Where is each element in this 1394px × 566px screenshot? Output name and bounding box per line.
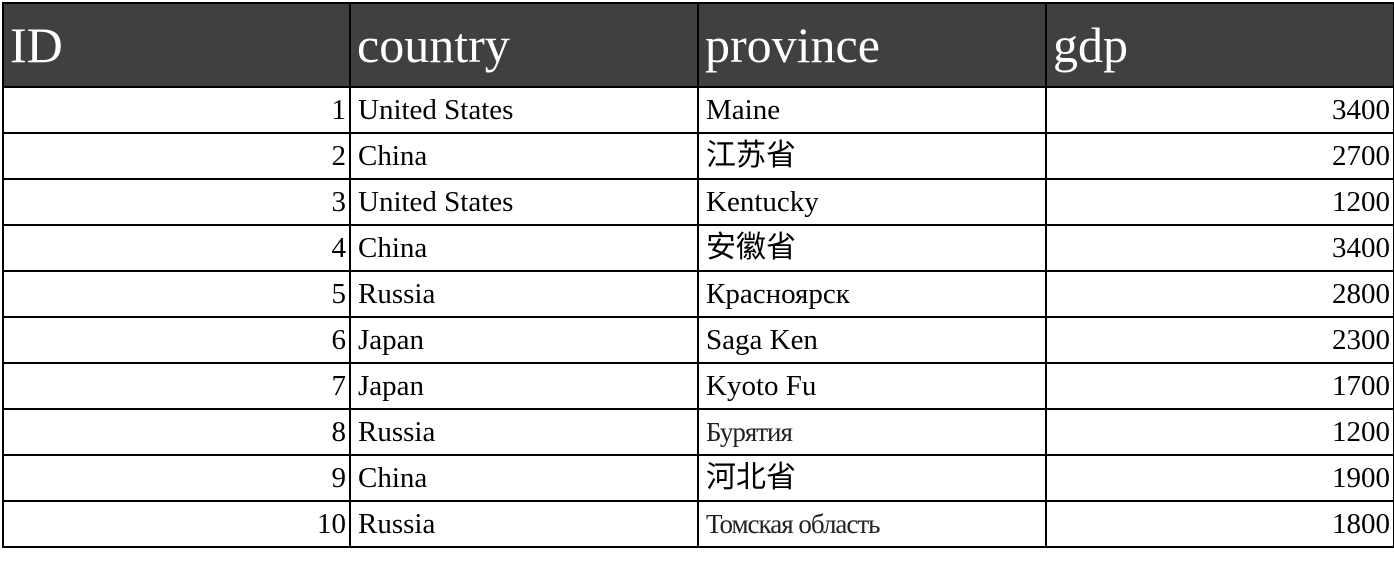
cell-country[interactable]: United States (349, 86, 699, 134)
cell-province[interactable]: Kentucky (697, 178, 1047, 226)
table-row[interactable]: 8 Russia Бурятия 1200 (2, 408, 1394, 456)
cell-id[interactable]: 3 (2, 178, 351, 226)
table-row[interactable]: 10 Russia Томская область 1800 (2, 500, 1394, 548)
cell-gdp[interactable]: 1700 (1045, 362, 1394, 410)
cell-id[interactable]: 10 (2, 500, 351, 548)
cell-province[interactable]: Бурятия (697, 408, 1047, 456)
table-header: ID country province gdp (2, 2, 1394, 88)
cell-id[interactable]: 8 (2, 408, 351, 456)
cell-province[interactable]: Saga Ken (697, 316, 1047, 364)
cell-id[interactable]: 9 (2, 454, 351, 502)
table-row[interactable]: 3 United States Kentucky 1200 (2, 178, 1394, 226)
cell-gdp[interactable]: 1900 (1045, 454, 1394, 502)
cell-id[interactable]: 5 (2, 270, 351, 318)
cell-province[interactable]: 安徽省 (697, 224, 1047, 272)
table-row[interactable]: 2 China 江苏省 2700 (2, 132, 1394, 180)
cell-country[interactable]: China (349, 132, 699, 180)
column-header-id[interactable]: ID (2, 2, 351, 88)
table-row[interactable]: 4 China 安徽省 3400 (2, 224, 1394, 272)
cell-gdp[interactable]: 3400 (1045, 224, 1394, 272)
table-row[interactable]: 5 Russia Красноярск 2800 (2, 270, 1394, 318)
cell-province[interactable]: Томская область (697, 500, 1047, 548)
table-row[interactable]: 6 Japan Saga Ken 2300 (2, 316, 1394, 364)
cell-id[interactable]: 6 (2, 316, 351, 364)
cell-gdp[interactable]: 2800 (1045, 270, 1394, 318)
cell-id[interactable]: 1 (2, 86, 351, 134)
cell-gdp[interactable]: 2700 (1045, 132, 1394, 180)
cell-country[interactable]: Russia (349, 270, 699, 318)
cell-id[interactable]: 7 (2, 362, 351, 410)
cell-gdp[interactable]: 2300 (1045, 316, 1394, 364)
cell-province[interactable]: Kyoto Fu (697, 362, 1047, 410)
cell-province[interactable]: Красноярск (697, 270, 1047, 318)
cell-country[interactable]: Japan (349, 316, 699, 364)
column-header-gdp[interactable]: gdp (1045, 2, 1394, 88)
cell-country[interactable]: United States (349, 178, 699, 226)
table-body: 1 United States Maine 3400 2 China 江苏省 2… (2, 86, 1394, 548)
cell-id[interactable]: 2 (2, 132, 351, 180)
cell-province[interactable]: 河北省 (697, 454, 1047, 502)
cell-gdp[interactable]: 1800 (1045, 500, 1394, 548)
data-table: ID country province gdp 1 United States … (2, 2, 1394, 548)
cell-gdp[interactable]: 1200 (1045, 178, 1394, 226)
column-header-province[interactable]: province (697, 2, 1047, 88)
cell-gdp[interactable]: 3400 (1045, 86, 1394, 134)
header-row: ID country province gdp (2, 2, 1394, 88)
cell-country[interactable]: China (349, 224, 699, 272)
cell-country[interactable]: China (349, 454, 699, 502)
cell-country[interactable]: Russia (349, 500, 699, 548)
table-row[interactable]: 7 Japan Kyoto Fu 1700 (2, 362, 1394, 410)
cell-id[interactable]: 4 (2, 224, 351, 272)
cell-province[interactable]: 江苏省 (697, 132, 1047, 180)
column-header-country[interactable]: country (349, 2, 699, 88)
table-row[interactable]: 1 United States Maine 3400 (2, 86, 1394, 134)
cell-province[interactable]: Maine (697, 86, 1047, 134)
cell-country[interactable]: Russia (349, 408, 699, 456)
table-row[interactable]: 9 China 河北省 1900 (2, 454, 1394, 502)
cell-gdp[interactable]: 1200 (1045, 408, 1394, 456)
cell-country[interactable]: Japan (349, 362, 699, 410)
